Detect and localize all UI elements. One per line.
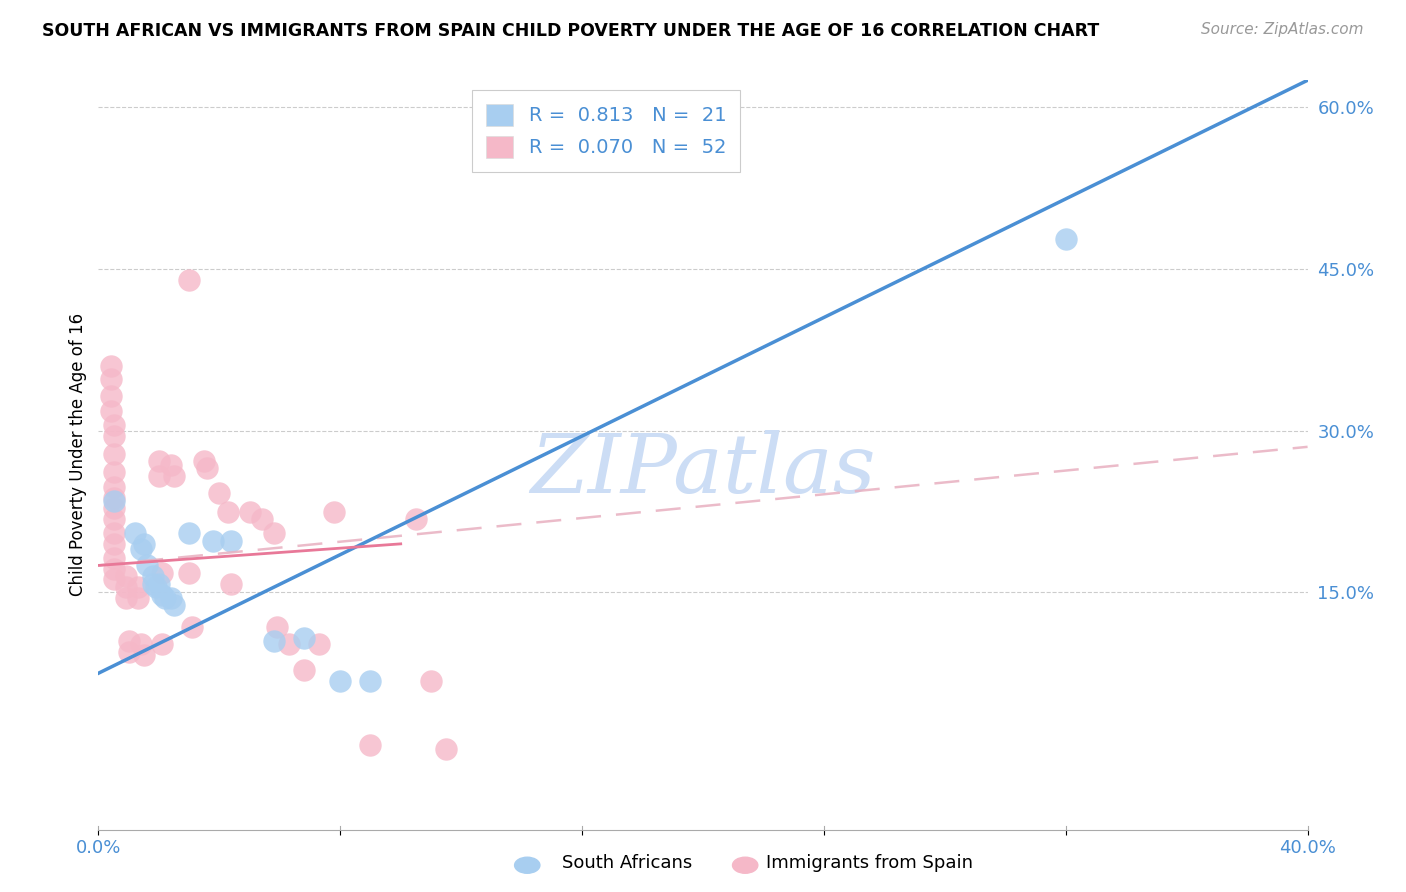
Point (142, 569, 165, 583)
Point (179, 526, 201, 541)
Legend: R =  0.813   N =  21, R =  0.070   N =  52: R = 0.813 N = 21, R = 0.070 N = 52 (472, 90, 740, 172)
Point (103, 512, 125, 526)
Point (103, 447, 125, 461)
Point (145, 580, 167, 594)
Point (114, 569, 136, 583)
Point (160, 458, 183, 472)
Point (103, 418, 125, 433)
Point (263, 526, 285, 541)
Point (181, 620, 204, 634)
Point (193, 454, 215, 468)
Point (221, 533, 243, 548)
Point (129, 542, 152, 557)
Point (100, 359, 122, 373)
Point (150, 566, 173, 580)
Point (420, 673, 443, 688)
Text: ZIPatlas: ZIPatlas (530, 430, 876, 510)
Point (179, 273, 201, 287)
Point (100, 372, 122, 386)
Text: SOUTH AFRICAN VS IMMIGRANTS FROM SPAIN CHILD POVERTY UNDER THE AGE OF 16 CORRELA: SOUTH AFRICAN VS IMMIGRANTS FROM SPAIN C… (42, 22, 1099, 40)
Point (202, 533, 225, 548)
Point (103, 562, 125, 576)
Point (434, 741, 457, 756)
Point (118, 633, 141, 648)
Point (132, 537, 155, 551)
Point (129, 637, 152, 651)
Point (329, 673, 352, 688)
Point (103, 537, 125, 551)
Point (103, 429, 125, 443)
Point (208, 486, 231, 500)
Point (163, 599, 186, 613)
Point (292, 663, 315, 677)
Point (308, 637, 330, 651)
Point (103, 550, 125, 565)
Y-axis label: Child Poverty Under the Age of 16: Child Poverty Under the Age of 16 (69, 313, 87, 597)
Point (360, 673, 382, 688)
Point (221, 576, 243, 591)
Point (360, 739, 382, 753)
Point (103, 493, 125, 508)
Point (103, 480, 125, 494)
Point (132, 648, 155, 662)
Point (148, 454, 170, 468)
Point (179, 566, 201, 580)
Point (163, 469, 186, 483)
Point (150, 637, 173, 651)
Point (323, 504, 346, 518)
Point (118, 645, 141, 659)
Point (114, 591, 136, 605)
Point (103, 573, 125, 587)
Point (124, 526, 146, 541)
Point (1054, 232, 1077, 246)
Point (100, 389, 122, 403)
Point (127, 591, 149, 605)
Point (160, 591, 183, 605)
Text: Immigrants from Spain: Immigrants from Spain (766, 855, 973, 872)
Point (103, 491, 125, 505)
Point (217, 504, 239, 518)
Point (292, 631, 315, 645)
Point (250, 512, 273, 526)
Point (148, 576, 170, 591)
Point (100, 404, 122, 418)
Point (114, 580, 136, 594)
Point (150, 588, 173, 602)
Point (405, 512, 427, 526)
Point (103, 526, 125, 541)
Point (277, 637, 299, 651)
Point (148, 469, 170, 483)
Point (239, 504, 262, 518)
Text: Source: ZipAtlas.com: Source: ZipAtlas.com (1201, 22, 1364, 37)
Point (142, 576, 165, 591)
Point (195, 461, 218, 475)
Point (153, 591, 176, 605)
Point (135, 558, 157, 573)
Point (103, 501, 125, 516)
Point (266, 620, 288, 634)
Point (127, 580, 149, 594)
Point (103, 465, 125, 479)
Text: South Africans: South Africans (562, 855, 693, 872)
Point (263, 633, 285, 648)
